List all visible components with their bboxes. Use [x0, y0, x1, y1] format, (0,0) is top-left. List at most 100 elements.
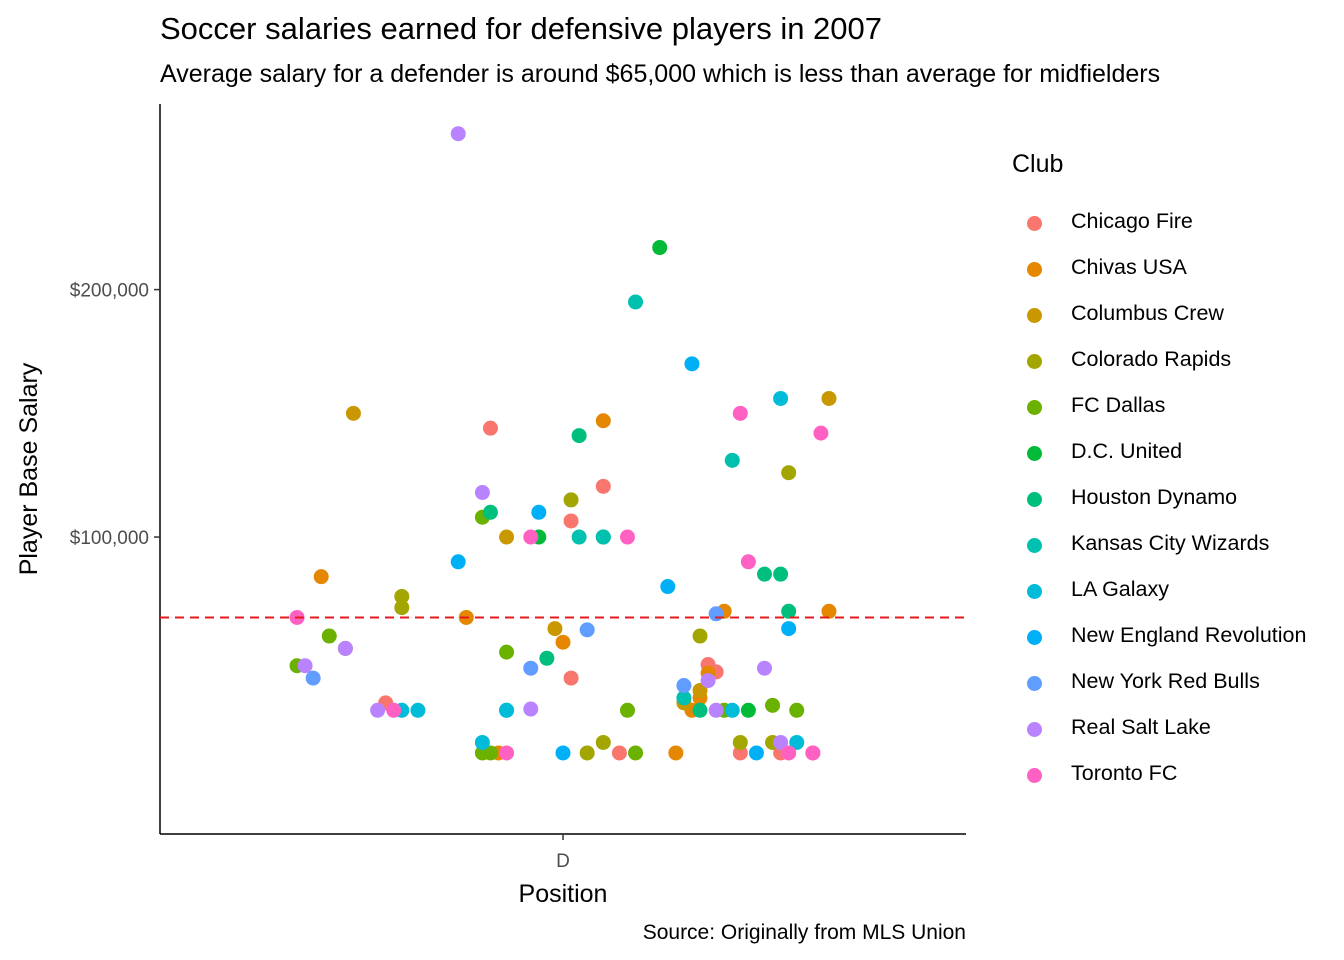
- legend-label: Colorado Rapids: [1071, 346, 1232, 371]
- legend-swatch: [1027, 721, 1042, 737]
- data-point: [692, 628, 708, 644]
- legend-swatch: [1027, 307, 1042, 323]
- data-point: [628, 294, 644, 310]
- legend-label: Kansas City Wizards: [1071, 530, 1270, 555]
- legend-label: Chicago Fire: [1071, 208, 1193, 233]
- data-point: [748, 745, 764, 761]
- legend-label: Houston Dynamo: [1071, 484, 1238, 509]
- data-point: [555, 745, 571, 761]
- data-point: [781, 603, 797, 619]
- data-point: [595, 478, 611, 494]
- data-point: [579, 745, 595, 761]
- data-point: [297, 658, 313, 674]
- legend-label: Columbus Crew: [1071, 300, 1224, 325]
- data-point: [781, 621, 797, 637]
- legend-label: New England Revolution: [1071, 622, 1307, 647]
- data-point: [370, 702, 386, 718]
- legend-swatch: [1027, 353, 1042, 369]
- legend-swatch: [1027, 445, 1042, 461]
- data-point: [757, 660, 772, 676]
- data-point: [708, 702, 724, 718]
- data-point: [482, 504, 498, 520]
- data-point: [821, 390, 837, 406]
- data-point: [523, 701, 539, 717]
- data-point: [499, 644, 515, 660]
- data-point: [619, 529, 635, 545]
- data-point: [450, 126, 466, 142]
- legend-item: Kansas City Wizards: [1012, 522, 1306, 568]
- data-point: [660, 579, 676, 595]
- data-point: [394, 588, 410, 604]
- data-point: [700, 673, 716, 689]
- data-point: [668, 745, 684, 761]
- data-point: [499, 702, 515, 718]
- legend-swatch: [1027, 767, 1042, 783]
- data-point: [732, 745, 748, 761]
- data-point: [555, 634, 571, 650]
- data-point: [394, 600, 410, 616]
- data-point: [337, 640, 353, 656]
- data-point: [732, 734, 748, 750]
- legend-item: Columbus Crew: [1012, 292, 1306, 338]
- legend-item: FC Dallas: [1012, 384, 1306, 430]
- data-point: [692, 682, 708, 698]
- data-point: [482, 420, 498, 436]
- legend-title: Club: [1012, 150, 1064, 178]
- data-point: [676, 690, 692, 706]
- data-point: [595, 734, 611, 750]
- legend-item: New England Revolution: [1012, 614, 1306, 660]
- legend-label: LA Galaxy: [1071, 576, 1169, 601]
- data-point: [740, 702, 756, 718]
- data-point: [547, 621, 563, 637]
- data-point: [579, 622, 595, 638]
- legend-swatch: [1027, 629, 1042, 645]
- legend-swatch: [1027, 583, 1042, 599]
- data-point: [474, 485, 490, 501]
- data-point: [595, 413, 611, 429]
- legend-item: Chicago Fire: [1012, 200, 1306, 246]
- data-point: [563, 513, 579, 529]
- data-point: [740, 554, 756, 570]
- data-point: [628, 745, 644, 761]
- data-point: [652, 240, 668, 256]
- data-point: [773, 734, 789, 750]
- scatter-plot: $100,000 $200,000 D Position Player Base Sal…: [15, 104, 966, 908]
- data-point: [474, 734, 490, 750]
- data-point: [692, 702, 708, 718]
- chart-subtitle: Average salary for a defender is around …: [160, 60, 1161, 88]
- data-point: [773, 390, 789, 406]
- x-tick-label: D: [556, 851, 570, 872]
- data-point: [781, 745, 797, 761]
- legend-swatch: [1027, 491, 1042, 507]
- legend-item: Houston Dynamo: [1012, 476, 1306, 522]
- chart-title: Soccer salaries earned for defensive pla…: [160, 11, 883, 46]
- data-point: [321, 628, 337, 644]
- legend-label: New York Red Bulls: [1071, 668, 1260, 693]
- data-point: [531, 504, 547, 520]
- data-point: [345, 405, 361, 421]
- legend-item: Real Salt Lake: [1012, 706, 1306, 752]
- legend-label: Real Salt Lake: [1071, 714, 1211, 739]
- x-axis-title: Position: [519, 880, 608, 908]
- data-point: [499, 745, 515, 761]
- legend-swatch: [1027, 215, 1042, 231]
- legend: Club Chicago Fire Chivas USA Columbus Crew…: [1012, 148, 1306, 798]
- data-point: [724, 452, 740, 468]
- data-point: [611, 745, 627, 761]
- data-point: [805, 745, 821, 761]
- legend-item: New York Red Bulls: [1012, 660, 1306, 706]
- data-point: [781, 465, 797, 481]
- y-axis-title: Player Base Salary: [15, 362, 43, 575]
- data-point: [313, 569, 329, 585]
- legend-item: Chivas USA: [1012, 246, 1306, 292]
- legend-label: Chivas USA: [1071, 254, 1187, 279]
- data-point: [765, 697, 781, 713]
- chart-caption: Source: Originally from MLS Union: [642, 921, 966, 944]
- data-point: [595, 529, 611, 545]
- legend-item: Toronto FC: [1012, 752, 1306, 798]
- legend-item: Colorado Rapids: [1012, 338, 1306, 384]
- legend-swatch: [1027, 537, 1042, 553]
- legend-item: LA Galaxy: [1012, 568, 1306, 614]
- data-point: [305, 670, 321, 686]
- legend-swatch: [1027, 261, 1042, 277]
